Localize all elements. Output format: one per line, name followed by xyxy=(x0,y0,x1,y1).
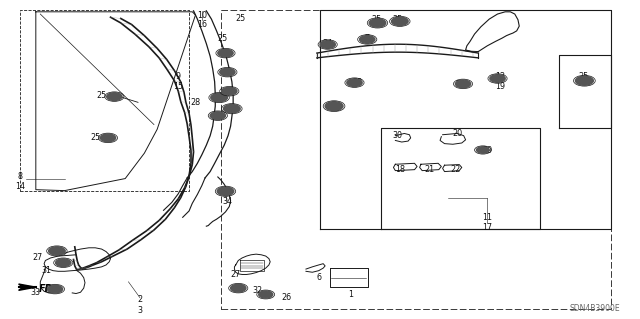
Circle shape xyxy=(325,102,343,111)
Text: 14: 14 xyxy=(15,182,25,191)
Circle shape xyxy=(49,247,65,255)
Circle shape xyxy=(476,147,489,153)
Circle shape xyxy=(56,259,71,267)
Text: 25: 25 xyxy=(235,14,245,23)
Polygon shape xyxy=(19,284,36,290)
Circle shape xyxy=(100,134,116,142)
Text: 19: 19 xyxy=(495,82,505,91)
Text: 9: 9 xyxy=(175,72,180,81)
Text: 25: 25 xyxy=(218,34,228,43)
Circle shape xyxy=(211,93,227,102)
Circle shape xyxy=(360,36,375,43)
Text: 28: 28 xyxy=(456,80,465,89)
Circle shape xyxy=(223,105,240,113)
Circle shape xyxy=(47,285,63,293)
Circle shape xyxy=(456,80,470,88)
Text: 2: 2 xyxy=(138,295,143,304)
Text: 11: 11 xyxy=(483,213,492,222)
Circle shape xyxy=(320,41,335,48)
Circle shape xyxy=(217,187,234,196)
Text: 13: 13 xyxy=(330,104,340,113)
Text: 15: 15 xyxy=(173,82,183,91)
Text: 32: 32 xyxy=(252,286,262,295)
Text: 29: 29 xyxy=(482,146,492,155)
Circle shape xyxy=(575,76,593,85)
Text: 3: 3 xyxy=(138,306,143,315)
Text: 1: 1 xyxy=(348,290,353,299)
Text: 25: 25 xyxy=(371,15,381,24)
Text: 12: 12 xyxy=(495,72,505,81)
Text: 20: 20 xyxy=(452,129,462,138)
Text: 23: 23 xyxy=(352,78,362,87)
Text: 16: 16 xyxy=(198,20,207,29)
Text: 30: 30 xyxy=(393,131,403,140)
Circle shape xyxy=(221,87,237,95)
Circle shape xyxy=(107,93,122,100)
Circle shape xyxy=(347,79,362,86)
Text: 27: 27 xyxy=(33,253,43,262)
Circle shape xyxy=(259,291,273,298)
Text: 6: 6 xyxy=(316,272,321,281)
Circle shape xyxy=(392,17,408,26)
Circle shape xyxy=(218,49,233,57)
Text: SDN4B3900E: SDN4B3900E xyxy=(570,304,620,313)
Text: 25: 25 xyxy=(393,15,403,24)
Text: 21: 21 xyxy=(425,165,435,174)
Text: 25: 25 xyxy=(97,92,107,100)
Text: 22: 22 xyxy=(451,165,461,174)
Circle shape xyxy=(220,68,235,76)
Text: 33: 33 xyxy=(31,288,41,297)
Text: 18: 18 xyxy=(395,165,405,174)
Circle shape xyxy=(369,19,386,27)
Text: 34: 34 xyxy=(223,197,232,206)
Text: 25: 25 xyxy=(90,133,100,142)
Text: 28: 28 xyxy=(191,98,200,107)
Text: 8: 8 xyxy=(17,172,22,181)
Circle shape xyxy=(210,112,225,120)
Text: 27: 27 xyxy=(230,270,241,279)
Text: 17: 17 xyxy=(483,223,492,232)
Text: 24: 24 xyxy=(323,39,333,48)
Circle shape xyxy=(490,75,505,82)
Text: 7: 7 xyxy=(365,34,370,43)
Text: 25: 25 xyxy=(578,72,588,81)
Text: FR.: FR. xyxy=(39,284,57,294)
Circle shape xyxy=(230,284,246,292)
Text: 31: 31 xyxy=(42,265,52,275)
Text: 26: 26 xyxy=(282,293,292,302)
Text: 10: 10 xyxy=(198,11,207,20)
